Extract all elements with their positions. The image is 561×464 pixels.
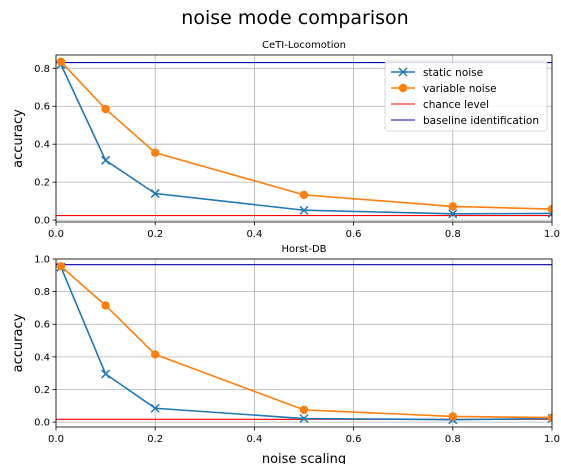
y-tick-label: 1.0 — [34, 255, 50, 266]
figure-title: noise mode comparison — [181, 7, 408, 29]
static-noise-point — [299, 205, 309, 215]
legend-item: baseline identification — [391, 115, 539, 127]
static-noise-line — [60, 64, 552, 215]
y-tick-label: 0.6 — [34, 320, 50, 331]
x-tick-label: 0.4 — [246, 229, 262, 240]
legend: static noise variable noise chance level ba… — [384, 60, 548, 132]
x-tick-label: 1.0 — [544, 434, 560, 445]
y-tick-label: 0.0 — [34, 418, 50, 429]
y-tick-label: 0.6 — [34, 102, 50, 113]
x-tick-label: 0.4 — [246, 434, 262, 445]
variable-noise-line — [60, 61, 552, 210]
x-tick-label: 0.6 — [346, 434, 362, 445]
y-tick-label: 0.4 — [34, 352, 50, 363]
subplot-title: Horst-DB — [281, 244, 326, 255]
axes-frame — [55, 54, 553, 223]
x-tick-label: 0.2 — [147, 434, 163, 445]
y-tick-label: 0.8 — [34, 287, 50, 298]
variable-noise-point — [299, 190, 309, 200]
legend-marker — [398, 67, 408, 77]
plot-area — [56, 57, 552, 219]
y-tick-label: 0.2 — [34, 178, 50, 189]
x-tick-label: 0.8 — [445, 434, 461, 445]
variable-noise-point — [547, 413, 552, 422]
variable-noise-point — [56, 57, 66, 66]
variable-noise-point — [56, 262, 66, 271]
legend-item: variable noise — [391, 83, 497, 95]
static-noise-point — [299, 413, 309, 424]
variable-noise-point — [448, 202, 457, 211]
x-tick-label: 0.6 — [346, 229, 362, 240]
variable-noise-line — [60, 265, 552, 419]
x-axis-label: noise scaling — [262, 452, 346, 464]
static-noise-point — [101, 369, 111, 379]
legend-marker — [398, 83, 408, 93]
x-tick-label: 0.0 — [48, 229, 64, 240]
legend-box — [384, 60, 548, 132]
y-tick-label: 0.8 — [34, 64, 50, 75]
subplot-1: 0.0 0.2 0.4 0.6 0.8 1.0 0.0 0.2 0.4 0.6 0.8 CeTI-Lo… — [11, 40, 560, 240]
y-axis-label: accuracy — [11, 109, 26, 168]
static-noise-point — [448, 209, 458, 219]
static-noise-line — [60, 266, 552, 421]
y-tick-label: 0.2 — [34, 385, 50, 396]
variable-noise-point — [299, 405, 309, 415]
legend-label: variable noise — [423, 83, 497, 95]
y-tick-label: 0.0 — [34, 216, 50, 227]
y-tick-label: 0.4 — [34, 140, 50, 151]
variable-noise-point — [448, 412, 457, 421]
variable-noise-point — [101, 301, 110, 310]
variable-noise-point — [101, 104, 110, 114]
variable-noise-point — [547, 204, 552, 214]
plot-area — [56, 262, 552, 425]
legend-label: baseline identification — [423, 115, 539, 127]
static-noise-point — [101, 155, 111, 165]
x-tick-label: 0.8 — [445, 229, 461, 240]
x-tick-label: 1.0 — [544, 229, 560, 240]
static-noise-point — [150, 403, 160, 413]
subplot-title: CeTI-Locomotion — [262, 40, 346, 51]
legend-item: static noise — [391, 67, 483, 79]
variable-noise-point — [151, 350, 160, 359]
x-tick-label: 0.2 — [147, 229, 163, 240]
legend-label: static noise — [423, 67, 483, 79]
legend-item: chance level — [391, 99, 489, 111]
legend-label: chance level — [423, 99, 489, 111]
static-noise-point — [150, 189, 160, 199]
x-tick-label: 0.0 — [48, 434, 64, 445]
subplot-2: 0.0 0.2 0.4 0.6 0.8 1.0 0.0 0.2 0.4 0.6 0.8 1.0 Hors… — [11, 244, 560, 464]
axes-frame — [55, 258, 553, 428]
y-axis-label: accuracy — [11, 313, 26, 372]
variable-noise-point — [151, 148, 160, 157]
